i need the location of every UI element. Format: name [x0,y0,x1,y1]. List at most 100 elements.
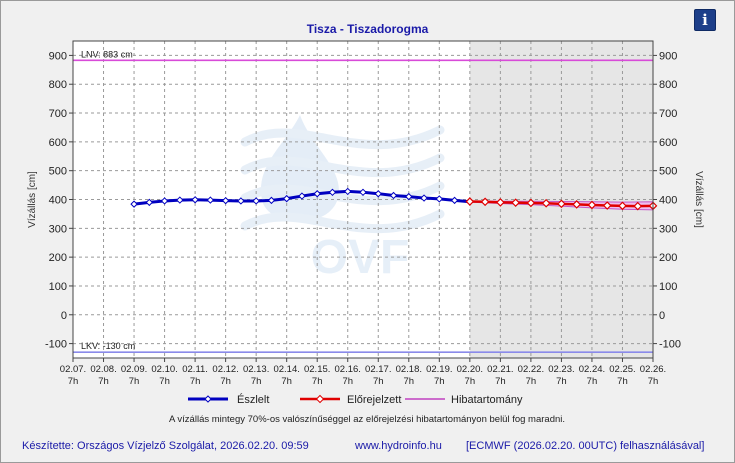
legend-label-errorband: Hibatartomány [451,394,523,406]
observed-point [435,195,444,203]
forecast-point [526,198,536,208]
forecast-point [511,198,520,208]
observed-point [282,194,291,203]
observed-point [328,188,337,197]
x-tick-date: 02.15. [304,364,330,375]
observed-point [344,187,352,196]
observed-point [405,192,413,201]
y-tick-label-right: 200 [659,252,677,264]
x-tick-date: 02.16. [335,364,361,375]
observed-point [145,198,154,207]
x-tick-hour: 7h [556,376,567,387]
x-tick-hour: 7h [465,376,476,387]
legend-label-forecast: Előrejelzett [347,394,401,406]
x-tick-hour: 7h [68,376,79,387]
x-tick-date: 02.25. [609,364,635,375]
y-tick-label-left: 500 [49,166,67,178]
footer-website[interactable]: www.hydroinfo.hu [355,440,442,452]
forecast-point [602,201,612,210]
observed-point [206,196,215,204]
logo-wave [240,209,445,234]
y-tick-label-left: 200 [49,252,67,264]
x-tick-date: 02.18. [396,364,422,375]
x-tick-date: 02.09. [121,364,147,375]
x-tick-hour: 7h [404,376,415,387]
chart-title: Tisza - Tiszadorogma [306,22,429,36]
forecast-point [496,198,505,207]
x-tick-date: 02.26. [640,364,666,375]
x-tick-hour: 7h [312,376,323,387]
x-tick-hour: 7h [587,376,598,387]
forecast-point [572,200,582,209]
y-tick-label-right: 500 [659,166,677,178]
legend-label-observed: Észlelt [237,393,269,406]
x-tick-date: 02.12. [212,364,238,375]
observed-point [176,196,184,204]
x-tick-date: 02.24. [579,364,605,375]
x-tick-hour: 7h [617,376,628,387]
x-tick-hour: 7h [526,376,537,387]
x-tick-date: 02.20. [457,364,483,375]
x-tick-date: 02.17. [365,364,391,375]
forecast-point [541,198,551,208]
x-tick-hour: 7h [129,376,140,387]
x-tick-hour: 7h [251,376,262,387]
observed-point [313,190,321,198]
observed-point [450,196,459,205]
forecast-point [557,199,566,209]
logo-wave [240,153,445,178]
y-tick-label-left: -100 [45,339,67,351]
forecast-point [587,200,597,210]
observed-point [420,194,428,202]
x-tick-hour: 7h [434,376,445,387]
y-tick-label-left: 800 [49,79,67,91]
x-tick-date: 02.21. [487,364,513,375]
observed-point [267,196,276,205]
observed-point [389,191,398,200]
y-tick-label-right: 700 [659,108,677,120]
y-tick-label-left: 100 [49,281,67,293]
observed-point [237,197,245,205]
x-tick-hour: 7h [159,376,170,387]
y-tick-label-left: 400 [49,195,67,207]
legend: Észlelt Előrejelzett Hibatartomány [188,393,523,406]
y-tick-label-right: 400 [659,195,677,207]
y-tick-label-right: -100 [659,339,681,351]
legend-marker-forecast [315,394,325,404]
observed-point [359,188,367,197]
x-tick-date: 02.23. [548,364,574,375]
x-tick-hour: 7h [648,376,659,387]
x-tick-date: 02.10. [151,364,177,375]
legend-marker-observed [204,395,212,403]
forecast-point [480,197,490,207]
x-tick-date: 02.07. [60,364,86,375]
footer-author: Készítette: Országos Vízjelző Szolgálat,… [22,440,309,452]
y-tick-label-right: 800 [659,79,677,91]
x-tick-hour: 7h [220,376,231,387]
info-icon[interactable]: i [694,9,716,31]
y-tick-label-left: 700 [49,108,67,120]
x-tick-date: 02.13. [243,364,269,375]
x-tick-hour: 7h [495,376,506,387]
x-tick-date: 02.11. [182,364,208,375]
y-tick-label-right: 300 [659,223,677,235]
forecast-point [633,201,643,211]
x-tick-date: 02.19. [426,364,452,375]
y-tick-label-left: 900 [49,50,67,62]
y-tick-label-left: 600 [49,137,67,149]
observed-point [191,196,199,204]
y-tick-label-left: 0 [61,310,67,322]
x-tick-date: 02.08. [90,364,116,375]
x-tick-date: 02.14. [273,364,299,375]
observed-point [221,196,230,205]
y-tick-label-right: 0 [659,310,665,322]
y-tick-label-right: 600 [659,137,677,149]
x-tick-hour: 7h [190,376,201,387]
y-axis-label-right: Vízállás [cm] [693,171,704,228]
logo-wave [240,125,445,150]
x-tick-hour: 7h [373,376,384,387]
chart-note: A vízállás mintegy 70%-os valószínűségge… [169,414,565,425]
observed-point [160,197,169,205]
y-axis-label-left: Vízállás [cm] [27,171,38,228]
